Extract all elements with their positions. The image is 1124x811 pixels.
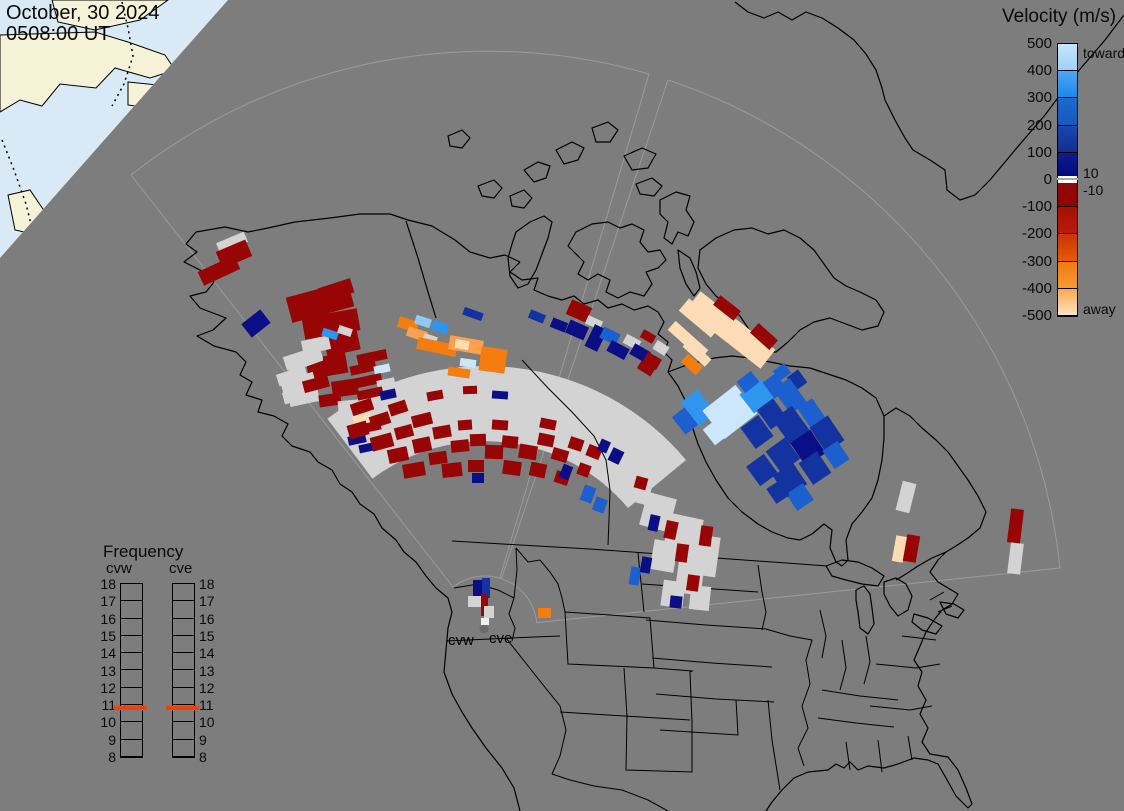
frequency-tick-label: 16: [199, 610, 215, 627]
velocity-colorbar-segment: [1058, 125, 1077, 153]
frequency-tick-label: 17: [100, 593, 116, 610]
date-text: October, 30 2024: [6, 2, 160, 24]
frequency-bar-cell: [173, 688, 194, 706]
radar-site-dot: [479, 624, 489, 634]
time-text: 0508:00 UT: [6, 23, 111, 45]
frequency-bar-cell: [121, 584, 142, 602]
velocity-tick-label: 0: [1043, 171, 1052, 188]
frequency-tick-label: 10: [100, 714, 116, 731]
velocity-colorbar-segment: [1058, 261, 1077, 289]
velocity-colorbar-segment: [1058, 207, 1077, 235]
frequency-tick-label: 14: [100, 645, 116, 662]
velocity-tick-label: -300: [1021, 252, 1052, 270]
frequency-bar-cell: [173, 671, 194, 688]
radar-fov-lines: [130, 50, 1061, 624]
velocity-colorbar-segment: [1058, 288, 1077, 316]
coastlines: [183, 1, 1124, 811]
daylight-land: [0, 31, 176, 113]
daylight-land: [127, 81, 159, 109]
frequency-bar-cell: [173, 705, 194, 723]
frequency-bar-cell: [121, 688, 142, 706]
frequency-tick-label: 13: [199, 662, 215, 679]
radar-label-cvw: cvw: [448, 632, 474, 649]
velocity-tick-label: -200: [1021, 225, 1052, 243]
frequency-column-cvw: cvw: [106, 560, 132, 577]
frequency-bar-cell: [173, 584, 194, 602]
frequency-bar-cell: [121, 619, 142, 636]
velocity-tick-label: 500: [1026, 35, 1052, 52]
frequency-tick-label: 15: [100, 627, 116, 644]
frequency-bar-cell: [173, 619, 194, 636]
datetime-block: October, 30 2024 0508:00 UT: [6, 3, 159, 45]
lower-threshold-label: -10: [1083, 182, 1104, 198]
frequency-tick-label: 15: [199, 627, 215, 644]
velocity-tick-label: -500: [1021, 307, 1052, 324]
toward-label: toward: [1083, 45, 1124, 61]
velocity-tick-label: 100: [1026, 143, 1052, 161]
frequency-marker-cvw: [114, 705, 147, 710]
velocity-tick-label: 200: [1026, 116, 1052, 134]
frequency-bar-cell: [121, 705, 142, 723]
velocity-legend: Velocity (m/s) 500 400 300 200 100 0 -100 -200 -…: [990, 0, 1124, 340]
frequency-tick-label: 17: [199, 593, 215, 610]
velocity-colorbar-segment: [1058, 98, 1077, 126]
velocity-tick-label: 300: [1026, 89, 1052, 107]
frequency-bar-cell: [173, 653, 194, 671]
frequency-tick-label: 10: [199, 714, 215, 731]
velocity-colorbar-segment: [1058, 234, 1077, 262]
frequency-tick-label: 18: [100, 576, 116, 592]
frequency-bar-cell: [173, 636, 194, 654]
daylight-region: [0, 0, 228, 258]
frequency-column-cve: cve: [169, 560, 193, 577]
frequency-bar-cell: [173, 722, 194, 740]
frequency-bar-cell: [173, 601, 194, 619]
frequency-tick-label: 9: [199, 731, 207, 748]
velocity-colorbar-segment: [1058, 44, 1077, 72]
frequency-bar-cell: [121, 601, 142, 619]
velocity-tick-label: -100: [1021, 198, 1052, 216]
frequency-bar-cell: [173, 740, 194, 757]
velocity-tick-label: 400: [1026, 62, 1052, 80]
frequency-bar-cell: [121, 636, 142, 654]
frequency-tick-label: 8: [108, 749, 116, 765]
frequency-bar-cell: [121, 740, 142, 757]
frequency-bar-cve: [172, 583, 195, 758]
radar-label-cve: cve: [489, 630, 513, 647]
frequency-bar-cell: [121, 722, 142, 740]
frequency-tick-label: 12: [199, 679, 215, 696]
upper-threshold-label: 10: [1083, 165, 1099, 181]
frequency-bar-cell: [121, 671, 142, 688]
frequency-tick-label: 12: [100, 679, 116, 696]
frequency-bar-cell: [121, 653, 142, 671]
frequency-tick-label: 11: [101, 697, 116, 714]
velocity-zero-line: [1057, 178, 1078, 180]
velocity-colorbar-segment: [1058, 180, 1077, 208]
frequency-marker-cve: [166, 705, 199, 710]
frequency-tick-label: 16: [100, 610, 116, 627]
velocity-colorbar-segment: [1058, 71, 1077, 99]
frequency-tick-label: 14: [199, 645, 215, 662]
frequency-tick-label: 13: [100, 662, 116, 679]
frequency-legend: Frequency cvw cve 18 18 17 17 16 16 15 15 14 14 13…: [70, 542, 240, 772]
daylight-land: [51, 0, 170, 31]
frequency-bar-cvw: [120, 583, 143, 758]
frequency-legend-title: Frequency: [103, 542, 184, 561]
velocity-tick-label: -400: [1021, 279, 1052, 297]
frequency-tick-label: 18: [199, 576, 215, 592]
away-label: away: [1083, 301, 1116, 317]
frequency-tick-label: 9: [108, 731, 116, 748]
ground-scatter-band: [327, 366, 686, 508]
frequency-tick-label: 11: [199, 697, 214, 714]
velocity-legend-title: Velocity (m/s): [1002, 6, 1117, 27]
frequency-tick-label: 8: [199, 749, 207, 765]
